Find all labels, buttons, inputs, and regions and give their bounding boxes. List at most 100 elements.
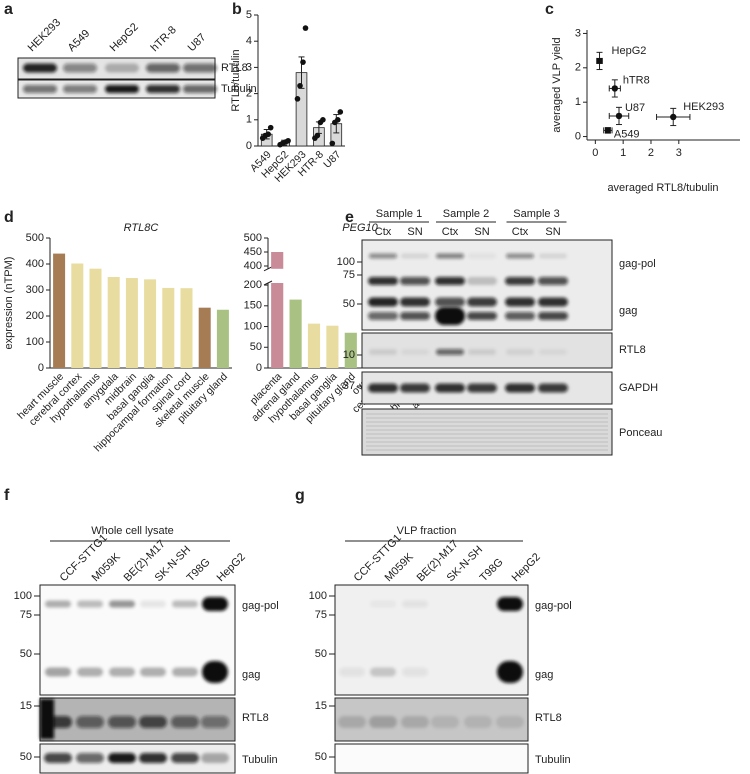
x-tick-label: 2 <box>648 147 654 159</box>
blot-band <box>370 667 396 677</box>
blot-band <box>140 600 166 608</box>
marker-label: 15 <box>315 700 327 712</box>
blot-band <box>506 349 534 355</box>
bar <box>344 332 357 368</box>
data-point <box>302 25 309 31</box>
blot-band <box>63 63 97 73</box>
blot-band <box>505 312 535 320</box>
lane-label: HepG2 <box>510 551 543 584</box>
data-point <box>604 127 611 134</box>
blot-band <box>369 253 397 259</box>
y-tick-label: 200 <box>26 310 44 322</box>
x-tick-label: 1 <box>620 147 626 159</box>
y-tick-label: 0 <box>246 140 252 152</box>
bar <box>107 277 120 368</box>
marker-label: 100 <box>14 590 32 602</box>
blot-band <box>401 716 429 728</box>
marker-label: 50 <box>20 751 32 763</box>
y-tick-label: 0 <box>38 362 44 374</box>
lane-label: SN <box>407 226 422 238</box>
panel-letter: b <box>232 1 242 18</box>
y-tick-label: 2 <box>575 62 581 74</box>
blot-band <box>45 600 71 608</box>
blot-band <box>400 277 430 285</box>
marker-label: 75 <box>343 269 355 281</box>
blot-band <box>467 312 497 320</box>
y-tick-label: 400 <box>244 260 262 272</box>
blot-band <box>109 600 135 608</box>
x-axis-label: averaged RTL8/tubulin <box>607 182 718 194</box>
y-tick-label: 500 <box>26 232 44 244</box>
y-tick-label: 450 <box>244 246 262 258</box>
blot-band <box>368 383 398 393</box>
row-label: gag-pol <box>535 600 572 612</box>
bar <box>71 263 84 368</box>
point-label: U87 <box>625 102 645 114</box>
lane-label: T98G <box>185 556 213 584</box>
lane-label: Ctx <box>442 226 459 238</box>
axis-break <box>263 266 273 272</box>
blot-band <box>109 667 135 677</box>
bar <box>89 268 102 368</box>
data-point <box>320 117 326 123</box>
row-label: gag <box>619 305 637 317</box>
row-label: gag-pol <box>242 600 279 612</box>
blot-band <box>505 277 535 285</box>
blot-band <box>400 297 430 307</box>
data-point <box>267 124 274 131</box>
marker-label: 100 <box>309 590 327 602</box>
blot-band <box>401 349 429 355</box>
panel-letter: a <box>4 1 13 18</box>
blot-band <box>140 667 166 677</box>
blot-blob <box>40 699 54 739</box>
blot-band <box>369 716 397 728</box>
blot-membrane <box>334 697 529 742</box>
blot-band <box>435 297 465 307</box>
blot-band <box>506 253 534 259</box>
blot-band <box>45 667 71 677</box>
blot-band <box>63 85 97 93</box>
marker-label: 15 <box>20 700 32 712</box>
data-point <box>670 113 677 121</box>
blot-band <box>23 63 57 73</box>
blot-band <box>146 85 180 93</box>
row-label: Tubulin <box>242 754 278 766</box>
row-label: GAPDH <box>619 382 658 394</box>
lane-label: A549 <box>66 28 93 55</box>
y-tick-label: 300 <box>26 284 44 296</box>
blot-band <box>183 63 217 73</box>
blot-band <box>370 600 396 608</box>
sample-label: Sample 1 <box>376 208 422 220</box>
blot-band <box>467 383 497 393</box>
bar <box>326 325 339 368</box>
blot-band <box>105 63 139 73</box>
blot-band <box>183 85 217 93</box>
row-label: RTL8 <box>221 62 248 74</box>
y-tick-label: 100 <box>244 320 262 332</box>
axis-break <box>263 280 273 286</box>
bar <box>53 253 66 368</box>
blot-band <box>77 667 103 677</box>
blot-membrane <box>334 584 529 696</box>
point-label: A549 <box>614 128 640 140</box>
x-tick-label: U87 <box>321 148 343 170</box>
data-point <box>611 85 619 92</box>
blot-band <box>146 63 180 73</box>
y-tick-label: 3 <box>575 27 581 39</box>
panel-letter: d <box>4 209 14 226</box>
y-axis-label: averaged VLP yield <box>551 37 563 132</box>
blot-band <box>539 349 567 355</box>
blot-band <box>202 597 228 611</box>
y-tick-label: 3 <box>246 61 252 73</box>
blot-band <box>139 716 167 728</box>
sample-label: Sample 2 <box>443 208 489 220</box>
y-tick-label: 5 <box>246 9 252 21</box>
blot-band <box>539 253 567 259</box>
blot-band <box>400 383 430 393</box>
bar <box>144 279 157 368</box>
bar <box>162 287 175 368</box>
lane-label: Ctx <box>512 226 529 238</box>
blot-band <box>339 667 365 677</box>
lane-label: hTR-8 <box>149 24 179 54</box>
